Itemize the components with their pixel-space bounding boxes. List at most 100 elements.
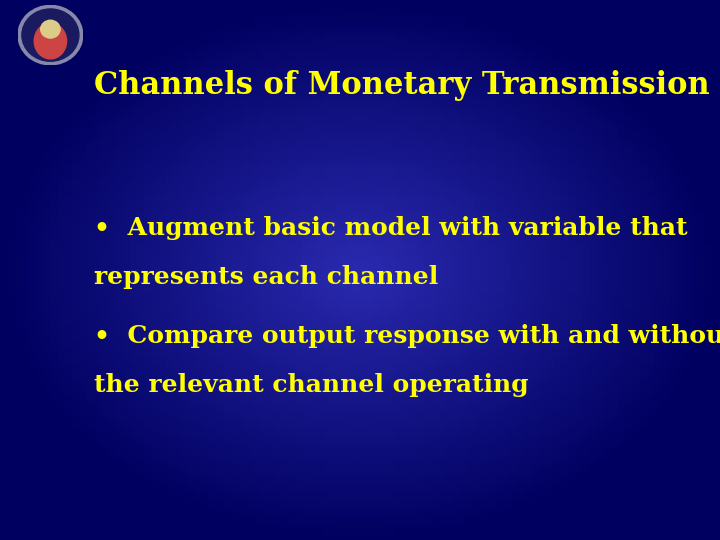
- Bar: [22, 470, 29, 475]
- Bar: [518, 265, 526, 270]
- Bar: [475, 270, 482, 275]
- Bar: [310, 475, 317, 481]
- Bar: [583, 400, 590, 405]
- Bar: [187, 248, 194, 254]
- Bar: [425, 97, 432, 103]
- Bar: [511, 140, 518, 146]
- Bar: [518, 97, 526, 103]
- Bar: [353, 513, 360, 518]
- Bar: [360, 103, 367, 108]
- Bar: [151, 508, 158, 513]
- Bar: [14, 184, 22, 189]
- Bar: [50, 508, 58, 513]
- Bar: [101, 421, 108, 427]
- Bar: [367, 313, 374, 319]
- Bar: [86, 43, 94, 49]
- Bar: [144, 437, 151, 443]
- Bar: [101, 140, 108, 146]
- Bar: [238, 178, 245, 184]
- Bar: [50, 216, 58, 221]
- Bar: [94, 400, 101, 405]
- Bar: [230, 194, 238, 200]
- Bar: [137, 481, 144, 486]
- Bar: [14, 140, 22, 146]
- Bar: [382, 302, 389, 308]
- Bar: [338, 362, 346, 367]
- Bar: [324, 49, 331, 54]
- Bar: [619, 448, 626, 454]
- Bar: [382, 103, 389, 108]
- Bar: [533, 238, 540, 243]
- Bar: [619, 140, 626, 146]
- Bar: [670, 5, 677, 11]
- Bar: [166, 373, 173, 378]
- Bar: [389, 513, 396, 518]
- Bar: [151, 502, 158, 508]
- Bar: [202, 238, 209, 243]
- Bar: [86, 0, 94, 5]
- Bar: [158, 405, 166, 410]
- Bar: [626, 448, 634, 454]
- Bar: [22, 227, 29, 232]
- Bar: [180, 22, 187, 27]
- Bar: [223, 32, 230, 38]
- Bar: [634, 259, 641, 265]
- Bar: [547, 513, 554, 518]
- Bar: [180, 443, 187, 448]
- Bar: [202, 16, 209, 22]
- Bar: [158, 486, 166, 491]
- Bar: [346, 70, 353, 76]
- Bar: [0, 248, 7, 254]
- Bar: [202, 92, 209, 97]
- Bar: [626, 432, 634, 437]
- Bar: [230, 454, 238, 459]
- Bar: [173, 335, 180, 340]
- Bar: [252, 135, 259, 140]
- Bar: [65, 243, 72, 248]
- Bar: [29, 486, 36, 491]
- Bar: [583, 59, 590, 65]
- Bar: [504, 346, 511, 351]
- Bar: [626, 529, 634, 535]
- Bar: [410, 443, 418, 448]
- Bar: [410, 211, 418, 216]
- Bar: [230, 502, 238, 508]
- Bar: [108, 340, 115, 346]
- Bar: [151, 16, 158, 22]
- Bar: [634, 157, 641, 162]
- Bar: [706, 167, 713, 173]
- Bar: [526, 400, 533, 405]
- Bar: [245, 313, 252, 319]
- Bar: [454, 11, 461, 16]
- Bar: [22, 292, 29, 297]
- Bar: [396, 200, 403, 205]
- Bar: [281, 108, 288, 113]
- Bar: [713, 167, 720, 173]
- Bar: [598, 362, 605, 367]
- Bar: [295, 356, 302, 362]
- Bar: [324, 281, 331, 286]
- Bar: [324, 200, 331, 205]
- Bar: [158, 518, 166, 524]
- Bar: [540, 270, 547, 275]
- Bar: [266, 319, 274, 324]
- Bar: [209, 38, 216, 43]
- Bar: [288, 76, 295, 81]
- Bar: [583, 502, 590, 508]
- Bar: [29, 389, 36, 394]
- Bar: [497, 70, 504, 76]
- Bar: [432, 135, 439, 140]
- Bar: [662, 416, 670, 421]
- Bar: [288, 448, 295, 454]
- Bar: [482, 81, 490, 86]
- Bar: [634, 464, 641, 470]
- Bar: [158, 59, 166, 65]
- Bar: [187, 443, 194, 448]
- Bar: [641, 346, 648, 351]
- Bar: [713, 535, 720, 540]
- Bar: [382, 232, 389, 238]
- Bar: [562, 157, 569, 162]
- Bar: [144, 410, 151, 416]
- Bar: [511, 329, 518, 335]
- Bar: [706, 292, 713, 297]
